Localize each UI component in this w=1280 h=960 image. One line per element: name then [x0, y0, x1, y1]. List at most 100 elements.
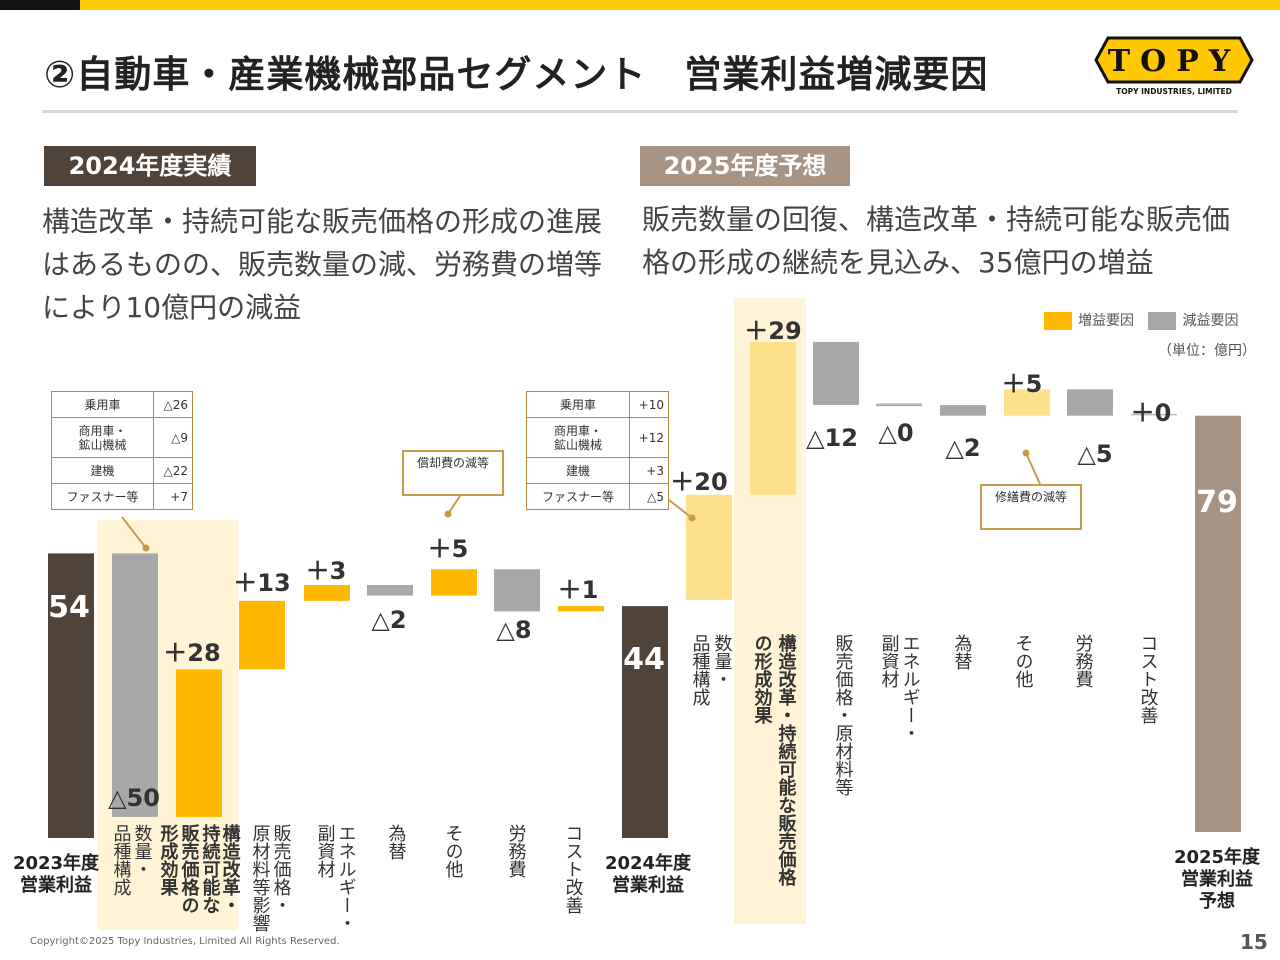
detail-row: 乗用車 △26 — [51, 391, 193, 418]
xlabel-c2-4-0-text: 為替 — [952, 634, 973, 670]
bar-2-8 — [1195, 415, 1241, 832]
xlabel-c2-0-0-text: 数量・ — [712, 634, 733, 688]
value-label-1-1: △50 — [108, 784, 160, 812]
xlabel-c1-2-0-text: 構造改革・ — [220, 823, 241, 914]
bar-2-3 — [876, 404, 922, 407]
xlabel-c2-8-line-0: 2025年度 — [1174, 846, 1261, 868]
bar-1-1 — [112, 553, 158, 817]
xlabel-c1-4-0-text: エネルギー・ — [336, 824, 357, 932]
section-label-2024: 2024年度実績 — [44, 146, 256, 186]
detail-value: +12 — [629, 417, 669, 458]
value-label-1-5: △2 — [371, 606, 406, 634]
detail-label: 建機 — [526, 457, 630, 484]
xlabel-c1-2-0: 構造改革・ — [220, 823, 241, 914]
value-label-1-4: ＋3 — [306, 557, 347, 585]
xlabel-c1-6-0-text: その他 — [443, 824, 464, 878]
leader-table-2025-dot — [688, 514, 696, 522]
detail-row: 商用車・ 鉱山機械 +12 — [526, 417, 669, 458]
xlabel-c2-5-0-text: その他 — [1013, 634, 1034, 688]
legend-swatch-decrease — [1148, 312, 1177, 330]
leader-callout-2024-dot — [444, 510, 452, 518]
bar-1-3 — [239, 600, 285, 670]
value-label-1-8: ＋1 — [558, 576, 599, 604]
detail-label: ファスナー等 — [51, 483, 154, 510]
xlabel-c2-7-0: コスト改善 — [1138, 634, 1159, 724]
bar-2-0 — [686, 494, 732, 601]
xlabel-c2-1-1: の形成効果 — [752, 634, 774, 725]
xlabel-c1-2-1-text: 持続可能な — [200, 823, 221, 914]
xlabel-c1-9-line-0: 2024年度 — [605, 852, 692, 874]
volume-breakdown-table-2025: 乗用車 +10 商用車・ 鉱山機械 +12 建機 +3 ファスナー等 △5 — [526, 391, 669, 510]
detail-value: △9 — [153, 417, 193, 458]
top-bar-dark — [0, 0, 80, 10]
value-label-1-6: ＋5 — [428, 535, 469, 563]
xlabel-c2-3-1: 副資材 — [879, 634, 900, 688]
xlabel-c1-5-0: 為替 — [386, 824, 407, 860]
value-label-2-7: ＋0 — [1131, 399, 1172, 427]
section-description-2025: 販売数量の回復、構造改革・持続可能な販売価格の形成の継続を見込み、35億円の増益 — [642, 203, 1231, 279]
xlabel-c2-7-0-text: コスト改善 — [1138, 634, 1159, 724]
xlabel-c1-1-1: 品種構成 — [111, 824, 132, 896]
value-label-2-6: △5 — [1077, 440, 1112, 468]
volume-breakdown-table-2024: 乗用車 △26 商用車・ 鉱山機械 △9 建機 △22 ファスナー等 +7 — [51, 391, 193, 510]
xlabel-c2-0-1: 品種構成 — [690, 634, 711, 706]
value-label-2-8: 79 — [1196, 485, 1238, 520]
xlabel-c2-3-1-text: 副資材 — [879, 634, 900, 688]
detail-value: △26 — [153, 391, 193, 418]
value-label-2-5: ＋5 — [1002, 370, 1043, 398]
value-label-1-3: ＋13 — [233, 569, 290, 597]
xlabel-c2-3-0: エネルギー・ — [900, 634, 921, 742]
xlabel-c1-2-1: 持続可能な — [200, 823, 221, 914]
logo-text: TOPY — [1108, 44, 1240, 79]
xlabel-c1-3-0-text: 販売価格・ — [271, 824, 292, 914]
detail-value: +10 — [629, 391, 669, 418]
xlabel-c1-4-1-text: 副資材 — [315, 824, 336, 878]
xlabel-c1-4-1: 副資材 — [315, 824, 336, 878]
xlabel-c2-5-0: その他 — [1013, 634, 1034, 688]
xlabel-c1-1-0: 数量・ — [132, 824, 153, 878]
xlabel-c1-1-1-text: 品種構成 — [111, 824, 132, 896]
legend-label-increase: 増益要因 — [1078, 313, 1134, 329]
bar-2-5 — [1004, 389, 1050, 416]
legend-swatch-increase — [1044, 312, 1072, 330]
bar-1-5 — [367, 585, 413, 596]
detail-value: +7 — [153, 483, 193, 510]
bar-1-6 — [431, 569, 477, 596]
leader-table-2024-line — [121, 516, 147, 549]
detail-row: ファスナー等 △5 — [526, 483, 669, 510]
value-label-2-1: ＋29 — [744, 317, 801, 345]
xlabel-c1-0-line-0: 2023年度 — [13, 852, 100, 874]
xlabel-c2-8-line-1: 営業利益 — [1181, 868, 1253, 890]
xlabel-c2-2-0: 販売価格・原材料等 — [833, 634, 854, 796]
unit-label: （単位：億円） — [1158, 343, 1256, 359]
legend-label-decrease: 減益要因 — [1182, 313, 1239, 329]
value-label-2-4: △2 — [945, 434, 980, 462]
value-label-1-2: ＋28 — [163, 639, 220, 667]
detail-label: 商用車・ 鉱山機械 — [51, 417, 154, 458]
xlabel-c2-6-0-text: 労務費 — [1073, 634, 1094, 688]
callout-2024-other: 償却費の減等 — [402, 450, 504, 496]
detail-label: 商用車・ 鉱山機械 — [526, 417, 630, 458]
xlabel-c2-1-0-text: 構造改革・持続可能な販売価格 — [776, 633, 798, 887]
bar-1-4 — [304, 585, 350, 601]
section-description-2024: 構造改革・持続可能な販売価格の形成の進展はあるものの、販売数量の減、労務費の増等… — [42, 205, 603, 324]
bar-1-9 — [622, 606, 668, 838]
detail-row: 商用車・ 鉱山機械 △9 — [51, 417, 193, 458]
xlabel-c1-2-2-text: 販売価格の — [179, 824, 201, 914]
detail-row: 建機 +3 — [526, 457, 669, 484]
detail-label: 乗用車 — [51, 391, 154, 418]
bar-1-0 — [48, 553, 94, 838]
xlabel-c1-8-0-text: コスト改善 — [563, 824, 584, 914]
detail-row: 乗用車 +10 — [526, 391, 669, 418]
xlabel-c2-4-0: 為替 — [952, 634, 973, 670]
detail-label: 乗用車 — [526, 391, 630, 418]
page-number: 15 — [1240, 930, 1268, 954]
xlabel-c1-6-0: その他 — [443, 824, 464, 878]
bar-2-6 — [1067, 389, 1113, 416]
xlabel-c1-7-0: 労務費 — [506, 824, 527, 878]
xlabel-c1-2-3-text: 形成効果 — [158, 824, 180, 897]
xlabel-c2-1-0: 構造改革・持続可能な販売価格 — [776, 633, 798, 887]
xlabel-c1-1-0-text: 数量・ — [132, 824, 153, 878]
detail-row: 建機 △22 — [51, 457, 193, 484]
